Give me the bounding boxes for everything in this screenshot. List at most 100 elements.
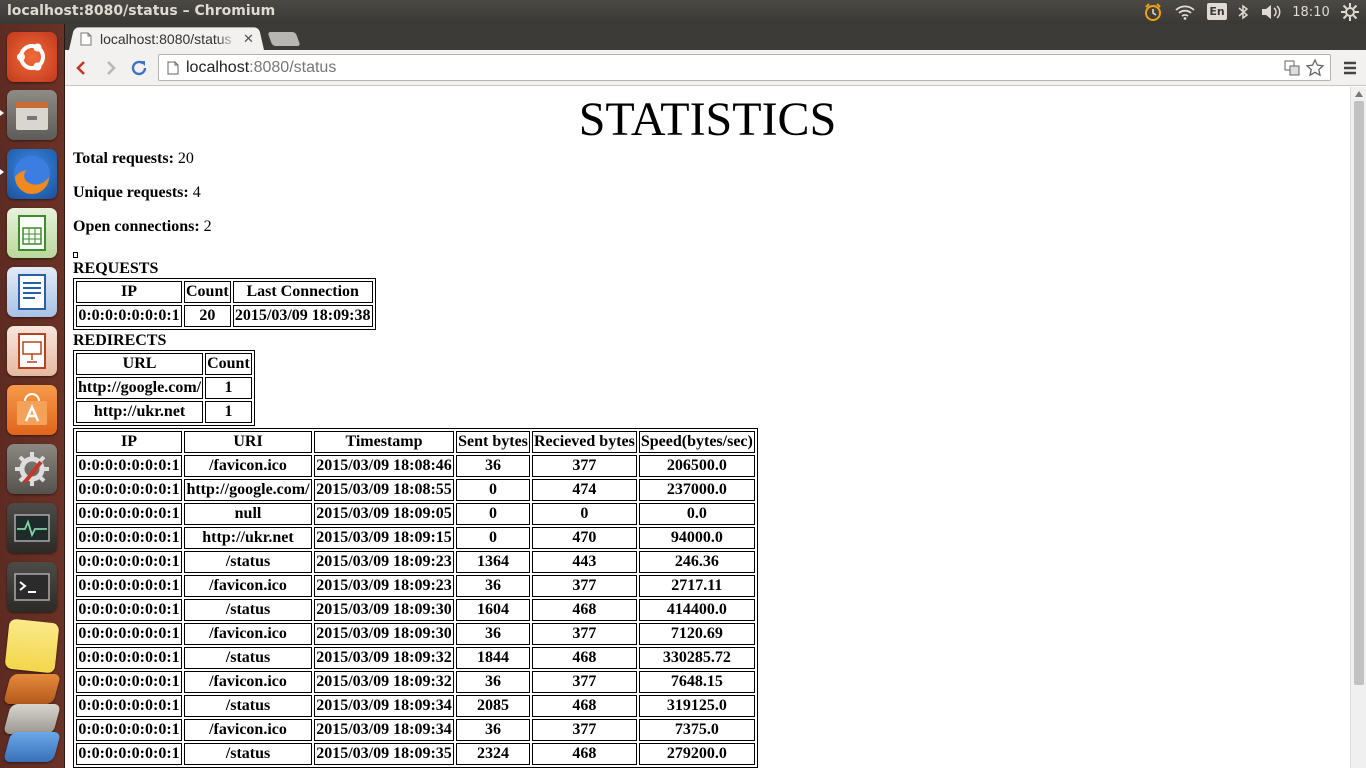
- table-cell: 2085: [456, 695, 530, 717]
- system-gear-icon[interactable]: [1340, 0, 1360, 24]
- translate-icon[interactable]: [1284, 60, 1300, 76]
- table-row: 0:0:0:0:0:0:0:1 20 2015/03/09 18:09:38: [76, 305, 373, 327]
- table-cell: 0:0:0:0:0:0:0:1: [76, 743, 182, 765]
- table-cell: /status: [184, 647, 312, 669]
- open-connections: Open connections: 2: [73, 218, 212, 235]
- table-cell: 470: [532, 527, 637, 549]
- address-bar[interactable]: localhost:8080/status: [158, 54, 1331, 81]
- wifi-icon[interactable]: [1173, 0, 1197, 24]
- table-header-row: IP Count Last Connection: [76, 281, 373, 303]
- table-cell: 377: [532, 575, 637, 597]
- table-cell: /status: [184, 599, 312, 621]
- notes-icon[interactable]: [4, 618, 60, 674]
- table-cell: 2015/03/09 18:09:35: [314, 743, 454, 765]
- reload-button[interactable]: [129, 58, 149, 78]
- unity-launcher: [0, 24, 65, 768]
- scrollbar-thumb[interactable]: [1354, 101, 1364, 685]
- table-cell: 377: [532, 455, 637, 477]
- table-cell: 36: [456, 455, 530, 477]
- table-cell: 0: [532, 503, 637, 525]
- table-cell: 2015/03/09 18:09:23: [314, 551, 454, 573]
- table-cell: 0:0:0:0:0:0:0:1: [76, 551, 182, 573]
- keyboard-language-indicator[interactable]: En: [1207, 3, 1227, 20]
- table-row: 0:0:0:0:0:0:0:1 http://google.com/2015/03…: [76, 479, 755, 501]
- column-header: IP: [76, 431, 182, 453]
- table-cell: 2015/03/09 18:09:38: [232, 305, 373, 327]
- table-cell: 0.0: [638, 503, 755, 525]
- alarm-clock-icon[interactable]: [1142, 0, 1164, 24]
- table-cell: 2015/03/09 18:09:30: [314, 599, 454, 621]
- table-cell: 206500.0: [638, 455, 755, 477]
- table-cell: 377: [532, 623, 637, 645]
- table-cell: 2015/03/09 18:08:46: [314, 455, 454, 477]
- table-cell: /favicon.ico: [184, 455, 312, 477]
- tab-strip: localhost:8080/status ✕: [65, 24, 1366, 50]
- table-cell: 0: [456, 503, 530, 525]
- table-cell: 414400.0: [638, 599, 755, 621]
- table-cell: 1844: [456, 647, 530, 669]
- window-title: localhost:8080/status – Chromium: [7, 3, 276, 19]
- libreoffice-impress-icon[interactable]: [7, 326, 57, 376]
- libreoffice-calc-icon[interactable]: [7, 208, 57, 258]
- table-row: 0:0:0:0:0:0:0:1/favicon.ico 2015/03/09 18…: [76, 671, 755, 693]
- bookmark-star-icon[interactable]: [1306, 59, 1324, 77]
- table-cell: 36: [456, 623, 530, 645]
- table-cell: 0:0:0:0:0:0:0:1: [76, 479, 182, 501]
- tab-close-icon[interactable]: ✕: [243, 31, 254, 47]
- table-cell: 2015/03/09 18:09:15: [314, 527, 454, 549]
- stacked-app-icon[interactable]: [2, 704, 62, 734]
- files-icon[interactable]: [7, 90, 57, 140]
- total-requests: Total requests: 20: [73, 150, 194, 167]
- table-cell: http://ukr.net: [184, 527, 312, 549]
- page-title: STATISTICS: [578, 93, 837, 146]
- url-text[interactable]: localhost:8080/status: [186, 58, 337, 76]
- vertical-scrollbar[interactable]: [1350, 87, 1366, 768]
- table-cell: 36: [456, 575, 530, 597]
- table-cell: 377: [532, 719, 637, 741]
- volume-icon[interactable]: [1259, 0, 1283, 24]
- trash-stack-icon[interactable]: [2, 732, 62, 762]
- table-row: http://ukr.net 1: [76, 401, 252, 423]
- table-cell: 0:0:0:0:0:0:0:1: [76, 695, 182, 717]
- forward-button[interactable]: [101, 58, 121, 78]
- ubuntu-dash-icon[interactable]: [7, 32, 57, 82]
- page-favicon-icon: [80, 32, 92, 46]
- table-cell: 0:0:0:0:0:0:0:1: [76, 575, 182, 597]
- column-header: Last Connection: [232, 281, 373, 303]
- back-button[interactable]: [71, 58, 91, 78]
- new-tab-button[interactable]: [267, 32, 301, 46]
- bluetooth-icon[interactable]: [1236, 0, 1250, 24]
- table-cell: 7120.69: [638, 623, 755, 645]
- firefox-icon[interactable]: [7, 149, 57, 199]
- table-cell: http://ukr.net: [76, 401, 204, 423]
- table-row: 0:0:0:0:0:0:0:1 http://ukr.net 2015/03/09 …: [76, 527, 755, 549]
- page-info-icon[interactable]: [167, 61, 179, 75]
- table-cell: 2015/03/09 18:09:34: [314, 695, 454, 717]
- empty-box: [73, 252, 78, 258]
- active-tab-content[interactable]: localhost:8080/status ✕: [80, 27, 260, 51]
- table-cell: 2015/03/09 18:09:23: [314, 575, 454, 597]
- unique-requests-value: 4: [192, 184, 201, 201]
- stacked-app-icon[interactable]: [2, 674, 62, 704]
- table-row: 0:0:0:0:0:0:0:1 null 2015/03/09 18:09:05 0 0…: [76, 503, 755, 525]
- chrome-menu-icon[interactable]: [1342, 60, 1358, 76]
- clock[interactable]: 18:10: [1292, 4, 1330, 20]
- table-header-row: IP URI Timestamp Sent bytes Recieved byt…: [76, 431, 755, 453]
- libreoffice-writer-icon[interactable]: [7, 267, 57, 317]
- software-center-icon[interactable]: [7, 385, 57, 435]
- system-settings-icon[interactable]: [7, 444, 57, 494]
- table-cell: 279200.0: [638, 743, 755, 765]
- table-cell: 0:0:0:0:0:0:0:1: [76, 305, 182, 327]
- requests-table: IP Count Last Connection 0:0:0:0:0:0:0:1…: [73, 278, 376, 330]
- table-row: 0:0:0:0:0:0:0:1/status 2015/03/09 18:09:3…: [76, 599, 755, 621]
- terminal-icon[interactable]: [7, 562, 57, 612]
- table-cell: /favicon.ico: [184, 623, 312, 645]
- running-indicator: [0, 110, 4, 117]
- scroll-up-arrow-icon[interactable]: [1355, 91, 1363, 97]
- table-cell: 2015/03/09 18:08:55: [314, 479, 454, 501]
- table-row: 0:0:0:0:0:0:0:1/favicon.ico 2015/03/09 18…: [76, 719, 755, 741]
- table-cell: 36: [456, 719, 530, 741]
- system-monitor-icon[interactable]: [7, 503, 57, 553]
- browser-toolbar: localhost:8080/status: [65, 50, 1366, 86]
- table-cell: 7375.0: [638, 719, 755, 741]
